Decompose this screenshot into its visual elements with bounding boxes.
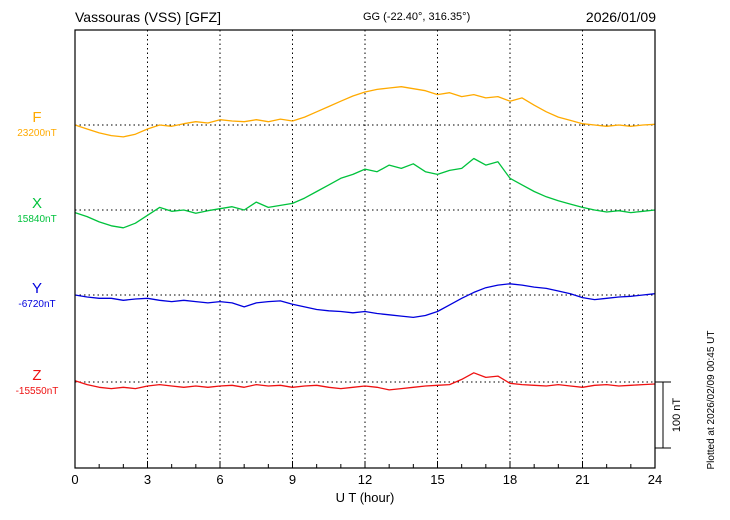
geographic-coordinates: GG (-22.40°, 316.35°) <box>363 11 471 23</box>
x-tick-label: 6 <box>216 472 223 487</box>
x-axis-title: U T (hour) <box>335 490 395 505</box>
series-letter-z: Z <box>32 367 42 384</box>
x-tick-label: 0 <box>71 472 78 487</box>
series-label-x: X 15840nT <box>0 196 74 225</box>
plot-frame <box>74 29 656 469</box>
x-tick-label: 9 <box>289 472 296 487</box>
trace-f <box>74 86 656 138</box>
x-tick-label: 3 <box>144 472 151 487</box>
trace-y <box>74 283 656 319</box>
x-tick-label: 12 <box>358 472 372 487</box>
trace-x <box>74 157 656 229</box>
series-letter-x: X <box>31 195 42 212</box>
plotted-at-note: Plotted at 2026/02/09 00:45 UT <box>706 331 717 470</box>
station-title: Vassouras (VSS) [GFZ] <box>75 9 221 25</box>
series-letter-y: Y <box>31 280 42 297</box>
x-tick-label: 24 <box>648 472 662 487</box>
series-baseline-f: 23200nT <box>17 128 57 139</box>
plot-date: 2026/01/09 <box>585 9 656 25</box>
series-label-f: F 23200nT <box>0 110 74 139</box>
series-baseline-z: -15550nT <box>15 386 59 397</box>
series-baseline-x: 15840nT <box>17 214 57 225</box>
x-tick-label: 15 <box>430 472 444 487</box>
x-tick-label: 18 <box>503 472 517 487</box>
series-label-y: Y -6720nT <box>0 281 74 310</box>
series-label-z: Z -15550nT <box>0 368 74 397</box>
series-baseline-y: -6720nT <box>18 299 56 310</box>
series-letter-f: F <box>32 109 42 126</box>
x-tick-label: 21 <box>575 472 589 487</box>
trace-z <box>74 372 656 391</box>
scale-bar-label: 100 nT <box>671 398 683 433</box>
